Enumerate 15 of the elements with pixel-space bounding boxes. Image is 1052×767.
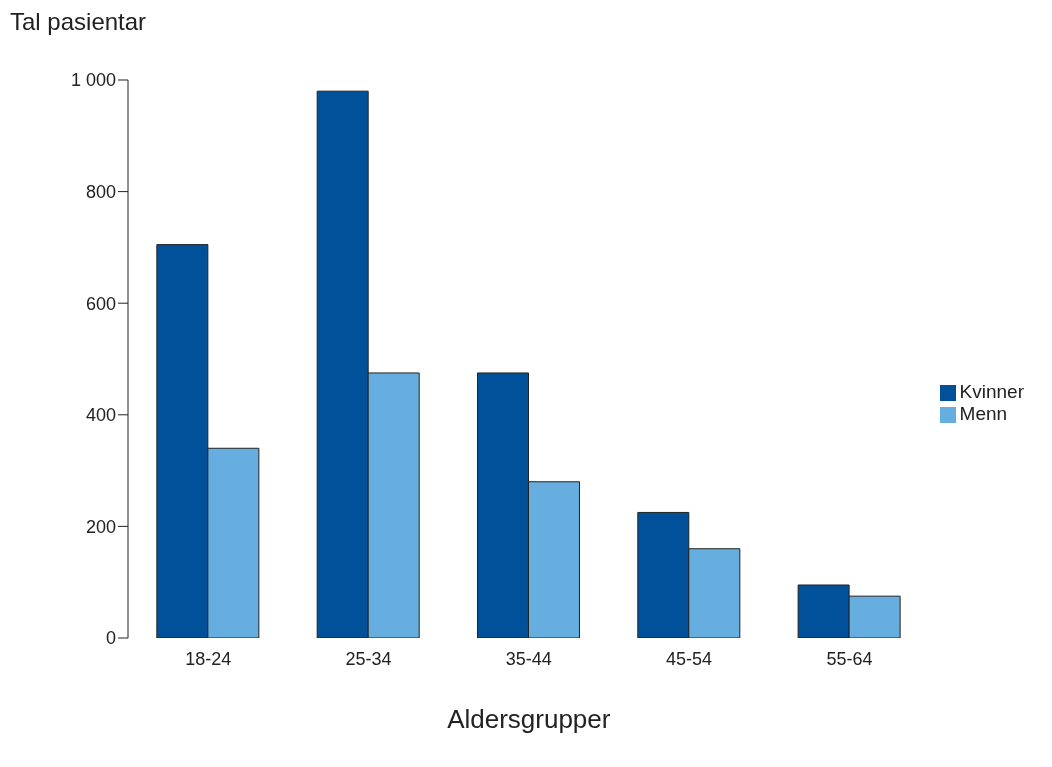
y-tick-label: 200 [85, 516, 116, 537]
x-axis-title: Aldersgrupper [447, 704, 611, 734]
legend-label: Menn [959, 403, 1008, 424]
x-tick-label: 45-54 [666, 648, 713, 669]
legend-label: Kvinner [959, 381, 1024, 402]
y-tick-label: 1 000 [70, 70, 116, 91]
y-tick-label: 600 [85, 293, 116, 314]
x-tick-label: 25-34 [345, 648, 392, 669]
y-axis-title: Tal pasientar [10, 8, 148, 37]
x-tick-label: 18-24 [185, 648, 232, 669]
y-tick-label: 400 [85, 405, 116, 426]
x-tick-label: 35-44 [505, 648, 552, 669]
y-tick-label: 0 [105, 628, 116, 649]
x-tick-label: 55-64 [826, 648, 873, 669]
y-tick-label: 800 [85, 181, 116, 202]
